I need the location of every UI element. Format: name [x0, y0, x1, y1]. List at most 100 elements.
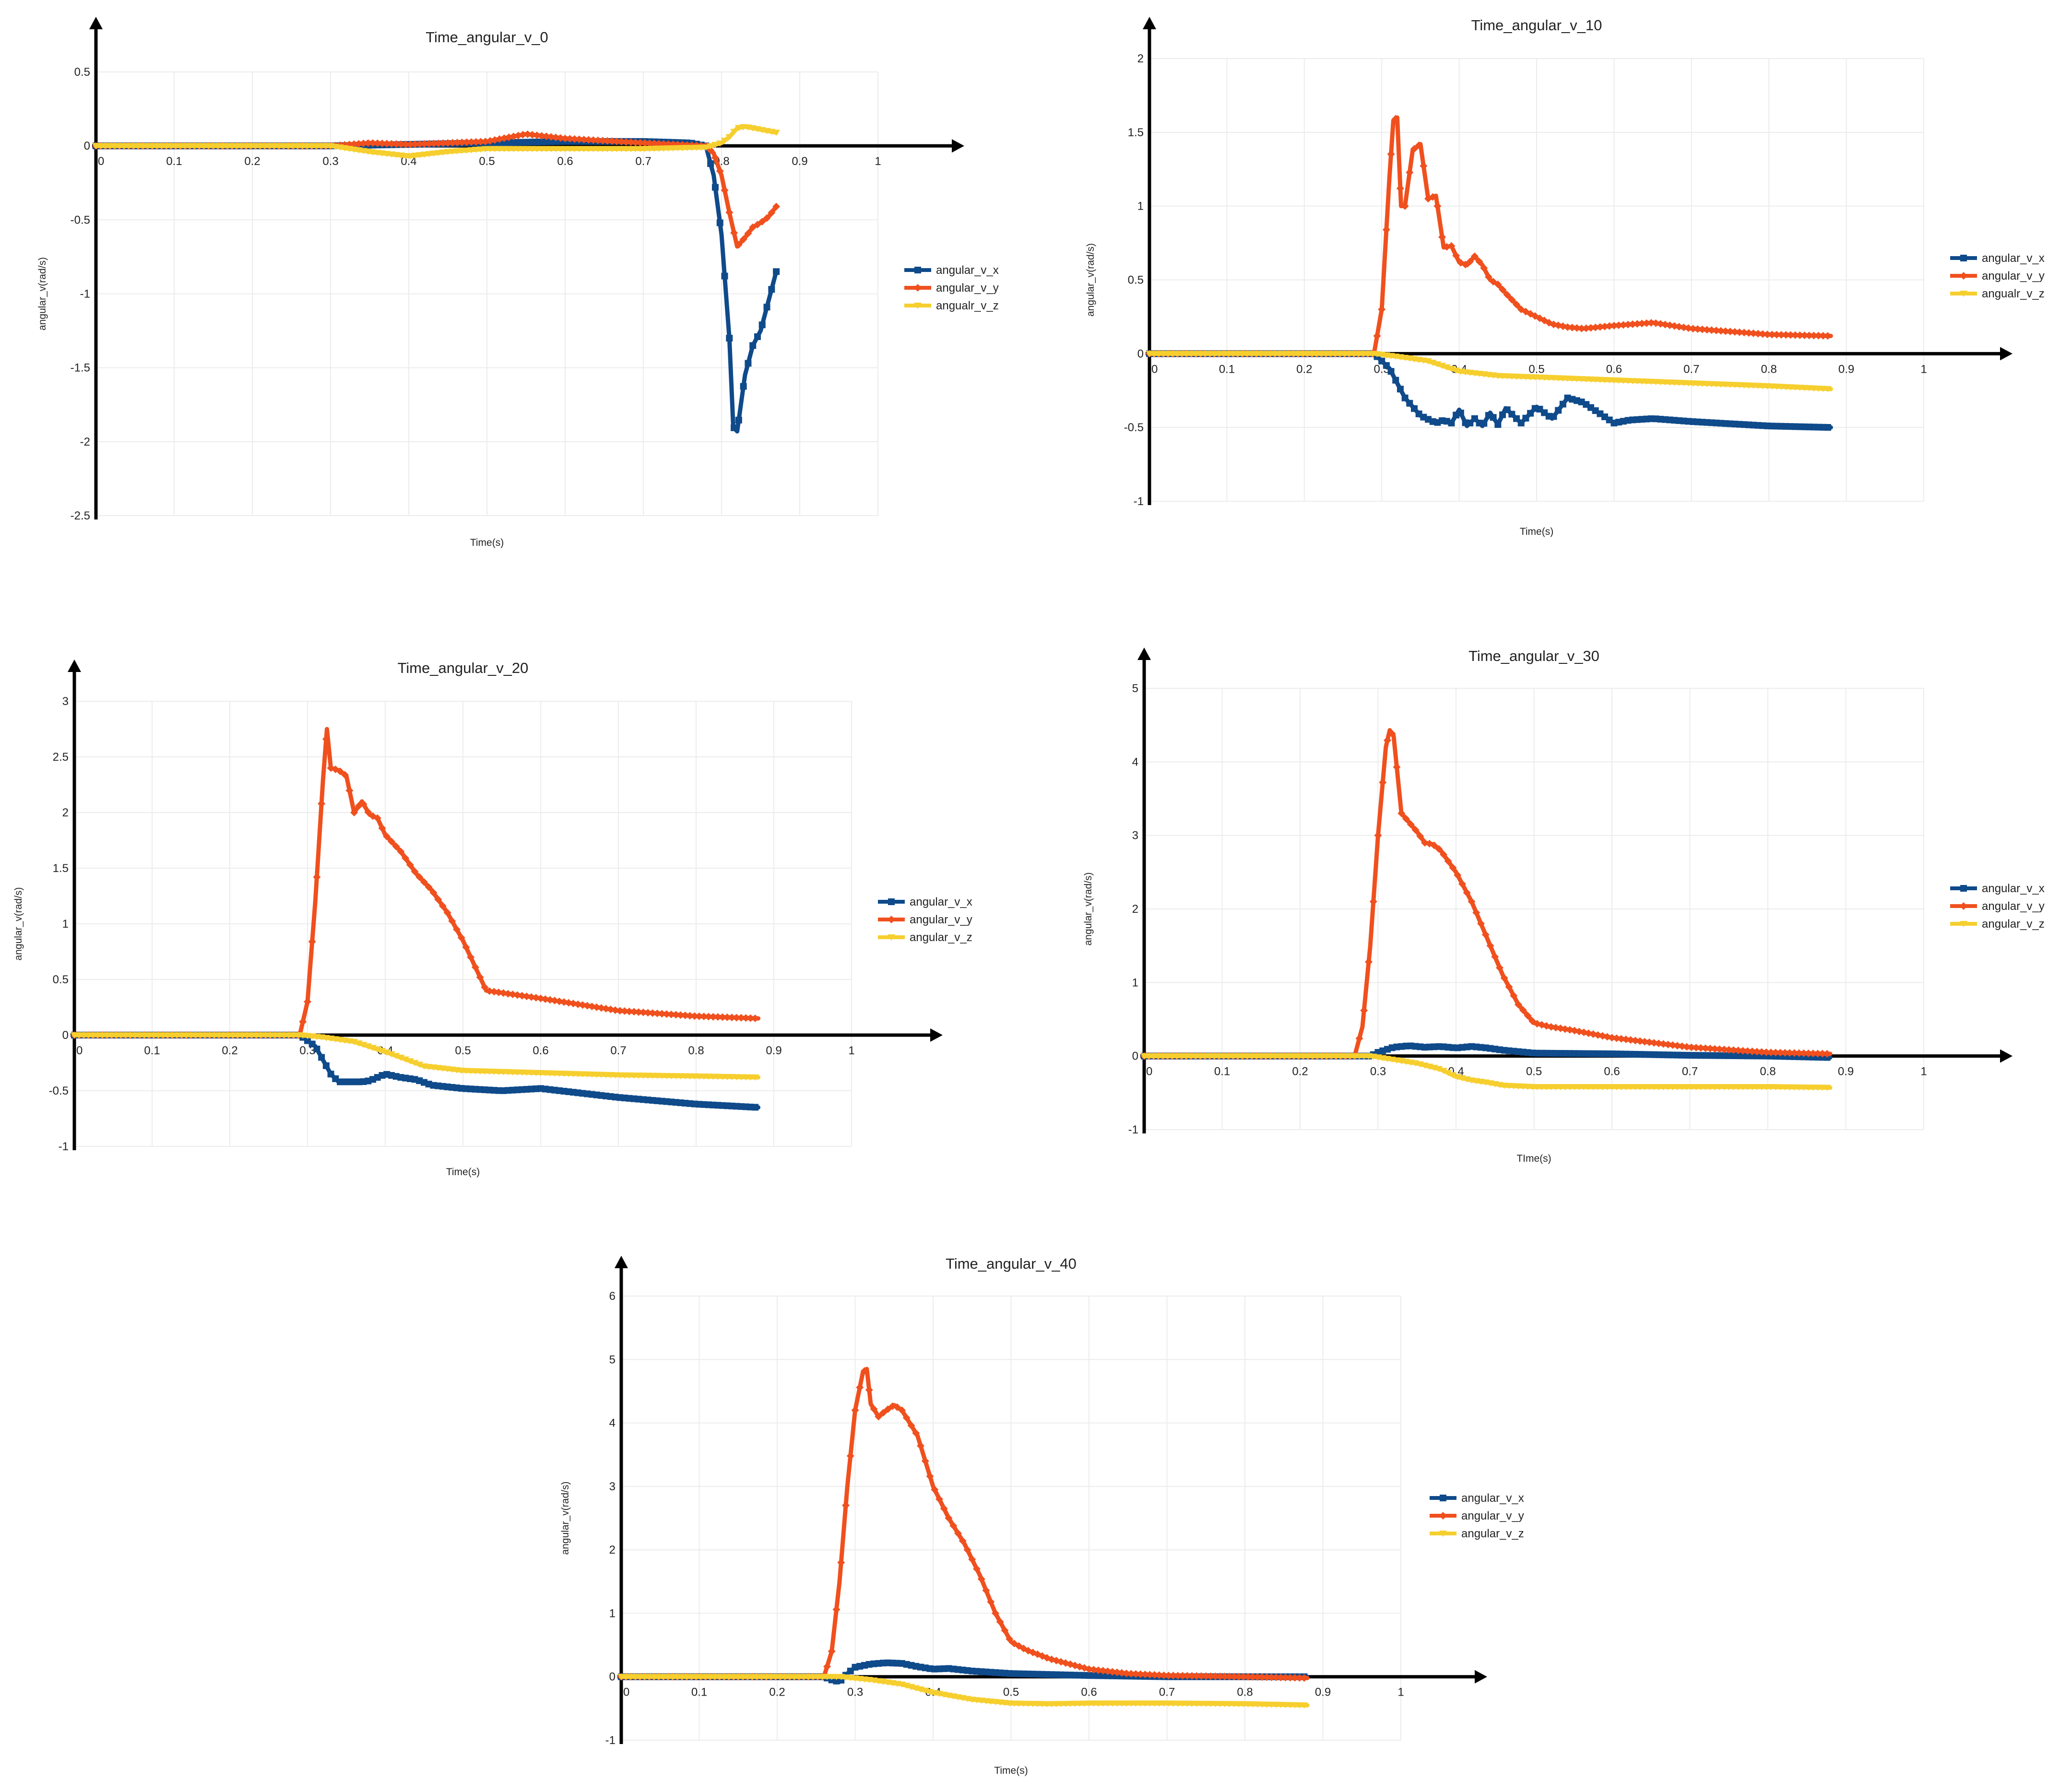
y-tick-label: 0 — [62, 1029, 69, 1042]
data-point — [719, 1013, 727, 1021]
data-point — [1267, 1673, 1276, 1681]
data-point — [1263, 1673, 1271, 1681]
y-axis-label: angular_v(rad/s) — [560, 1482, 571, 1555]
y-axis-arrow — [615, 1256, 628, 1268]
data-point — [402, 854, 410, 862]
data-point — [378, 1048, 386, 1054]
data-point — [425, 883, 433, 891]
data-point — [1155, 1671, 1163, 1679]
data-point — [1726, 328, 1734, 336]
data-point — [996, 1618, 1004, 1626]
y-tick-label: 1 — [1137, 200, 1144, 213]
data-point — [1706, 1045, 1714, 1053]
chart-title: Time_angular_v_0 — [426, 29, 548, 46]
data-point — [695, 1012, 703, 1020]
data-point — [893, 1403, 901, 1411]
data-point — [1169, 1672, 1177, 1680]
data-point — [341, 771, 349, 779]
data-point — [411, 867, 419, 875]
y-axis-label: angular_v(rad/s) — [1085, 243, 1096, 317]
data-point — [1631, 1037, 1639, 1045]
data-point — [560, 998, 568, 1006]
data-point — [1480, 264, 1488, 272]
data-point — [1183, 1672, 1191, 1680]
data-point — [1712, 326, 1720, 334]
data-point — [733, 1014, 741, 1022]
data-point — [420, 878, 428, 886]
data-point — [1810, 331, 1818, 340]
data-point — [604, 137, 612, 145]
data-point — [690, 1012, 699, 1020]
series-angular_v_y — [1146, 115, 1833, 358]
x-tick-label: 0 — [623, 1686, 629, 1699]
series-angular_v_x — [71, 1032, 761, 1111]
data-point — [1491, 953, 1499, 961]
data-point — [1378, 306, 1386, 314]
data-point — [533, 131, 541, 140]
data-point — [823, 1662, 831, 1671]
data-point — [1796, 331, 1804, 339]
series-line — [72, 727, 761, 1037]
data-point — [471, 963, 479, 971]
data-point — [1650, 1039, 1658, 1047]
series-line — [619, 1367, 1310, 1680]
data-point — [1763, 330, 1771, 339]
data-point — [714, 1013, 722, 1021]
data-point — [1141, 1670, 1149, 1678]
data-point — [490, 988, 498, 996]
data-point — [1684, 324, 1693, 332]
y-axis-label: angular_v(rad/s) — [13, 887, 24, 961]
data-point — [1397, 386, 1404, 393]
data-point — [458, 138, 466, 146]
data-point — [608, 137, 616, 145]
data-point — [513, 991, 521, 999]
data-point — [1137, 1670, 1145, 1678]
data-point — [1791, 331, 1800, 339]
data-point — [1164, 1672, 1172, 1680]
data-point — [1392, 377, 1399, 384]
series-angualr_v_z — [1146, 351, 1833, 392]
x-tick-label: 0.1 — [144, 1044, 160, 1057]
data-point — [1295, 1674, 1303, 1682]
data-point — [1249, 1673, 1257, 1681]
data-point — [476, 138, 485, 146]
data-point — [635, 1008, 643, 1016]
data-point — [644, 1009, 652, 1017]
data-point — [725, 134, 734, 141]
data-point — [730, 229, 738, 237]
data-point — [1513, 300, 1521, 308]
data-point — [726, 335, 733, 342]
data-point — [1519, 1006, 1527, 1014]
data-point — [555, 997, 563, 1005]
data-point — [721, 186, 729, 194]
data-point — [856, 1383, 864, 1391]
data-point — [504, 990, 512, 998]
y-tick-label: 2 — [62, 806, 69, 819]
data-point — [768, 209, 776, 217]
data-point — [1472, 908, 1480, 917]
data-point — [681, 1011, 689, 1019]
data-point — [1673, 1042, 1681, 1050]
x-tick-label: 0.6 — [1604, 1065, 1620, 1078]
data-point — [1444, 1070, 1452, 1076]
data-point — [373, 814, 381, 822]
x-tick-label: 0.9 — [1315, 1686, 1331, 1699]
data-point — [364, 808, 372, 816]
data-point — [1818, 1049, 1826, 1058]
data-point — [1605, 322, 1613, 330]
data-point — [982, 1586, 990, 1594]
data-point — [1179, 1672, 1186, 1680]
legend-label: angular_v_x — [910, 896, 972, 908]
data-point — [1809, 1049, 1817, 1058]
data-point — [1781, 1049, 1789, 1057]
data-point — [676, 1011, 685, 1019]
data-point — [359, 139, 367, 147]
data-point — [430, 140, 438, 148]
data-point — [926, 1472, 934, 1480]
x-tick-label: 0 — [1146, 1065, 1152, 1078]
data-point — [378, 139, 386, 147]
data-point — [588, 1002, 596, 1011]
data-point — [1683, 1043, 1691, 1051]
data-point — [1610, 321, 1618, 330]
data-point — [1113, 1668, 1121, 1676]
